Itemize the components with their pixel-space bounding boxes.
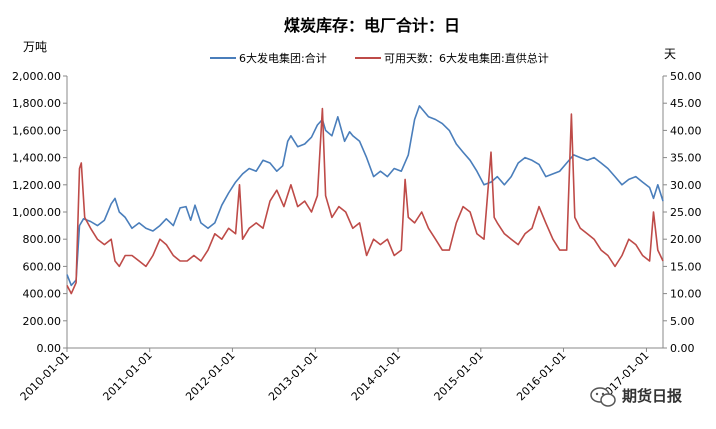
y-left-tick-label: 1,000.00: [12, 206, 61, 219]
y-right-tick-label: 0.00: [670, 342, 695, 355]
legend-label-series-1: 6大发电集团:合计: [239, 51, 327, 65]
y-right-tick-label: 5.00: [670, 315, 695, 328]
legend: 6大发电集团:合计 可用天数：6大发电集团:直供总计: [210, 51, 549, 65]
y-right-tick-label: 15.00: [670, 260, 702, 273]
y-left-tick-label: 1,600.00: [12, 124, 61, 137]
x-tick-label: 2010-01-01: [18, 349, 72, 403]
y-left-tick-label: 1,400.00: [12, 152, 61, 165]
x-tick-label: 2016-01-01: [514, 349, 568, 403]
y-right-tick-label: 35.00: [670, 152, 702, 165]
y-left-tick-label: 0.00: [37, 342, 62, 355]
y-right-tick-label: 50.00: [670, 70, 702, 83]
y-right-tick-label: 40.00: [670, 124, 702, 137]
series-layer: [66, 105, 664, 295]
y-left-tick-label: 800.00: [23, 233, 62, 246]
y-right-tick-label: 25.00: [670, 206, 702, 219]
y-left-tick-label: 400.00: [23, 288, 62, 301]
y-right-tick-label: 30.00: [670, 179, 702, 192]
y-right-tick-label: 45.00: [670, 97, 702, 110]
x-tick-label: 2013-01-01: [266, 349, 320, 403]
x-tick-label: 2015-01-01: [432, 349, 486, 403]
y-right-tick-label: 10.00: [670, 288, 702, 301]
y-left-tick-label: 200.00: [23, 315, 62, 328]
x-tick-label: 2011-01-01: [100, 349, 154, 403]
legend-label-series-2: 可用天数：6大发电集团:直供总计: [384, 51, 549, 65]
wechat-icon: [590, 387, 616, 407]
y-left-tick-label: 1,200.00: [12, 179, 61, 192]
axes-group: 0.00 200.00 400.00 600.00 800.00 1,000.00 1,20…: [12, 70, 701, 403]
right-unit-label: 天: [664, 47, 676, 61]
y-left-tick-label: 1,800.00: [12, 97, 61, 110]
x-tick-label: 2012-01-01: [183, 349, 237, 403]
y-right-tick-label: 20.00: [670, 233, 702, 246]
series-line-1: [66, 105, 664, 287]
y-left-tick-label: 600.00: [23, 260, 62, 273]
watermark: 期货日报: [590, 387, 682, 407]
chart-title: 煤炭库存：电厂合计：日: [284, 16, 460, 35]
watermark-text: 期货日报: [622, 387, 682, 405]
y-left-tick-label: 2,000.00: [12, 70, 61, 83]
left-unit-label: 万吨: [23, 40, 47, 54]
series-line-2: [66, 107, 664, 295]
x-tick-label: 2014-01-01: [349, 349, 403, 403]
